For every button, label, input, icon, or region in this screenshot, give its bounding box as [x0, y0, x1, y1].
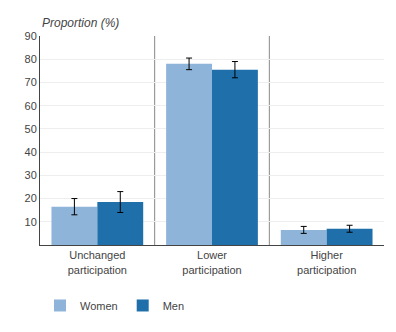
svg-text:40: 40 — [25, 146, 37, 158]
svg-text:50: 50 — [25, 123, 37, 135]
svg-text:60: 60 — [25, 100, 37, 112]
svg-text:Unchangedparticipation: Unchangedparticipation — [68, 249, 127, 275]
svg-text:80: 80 — [25, 53, 37, 65]
svg-text:70: 70 — [25, 76, 37, 88]
svg-text:20: 20 — [25, 192, 37, 204]
svg-text:Higherparticipation: Higherparticipation — [297, 249, 356, 275]
svg-text:Proportion (%): Proportion (%) — [42, 16, 119, 30]
svg-text:Women: Women — [80, 300, 118, 312]
svg-text:Men: Men — [163, 300, 184, 312]
svg-text:10: 10 — [25, 216, 37, 228]
svg-text:Lowerparticipation: Lowerparticipation — [182, 249, 241, 275]
svg-text:30: 30 — [25, 169, 37, 181]
svg-text:90: 90 — [25, 30, 37, 42]
